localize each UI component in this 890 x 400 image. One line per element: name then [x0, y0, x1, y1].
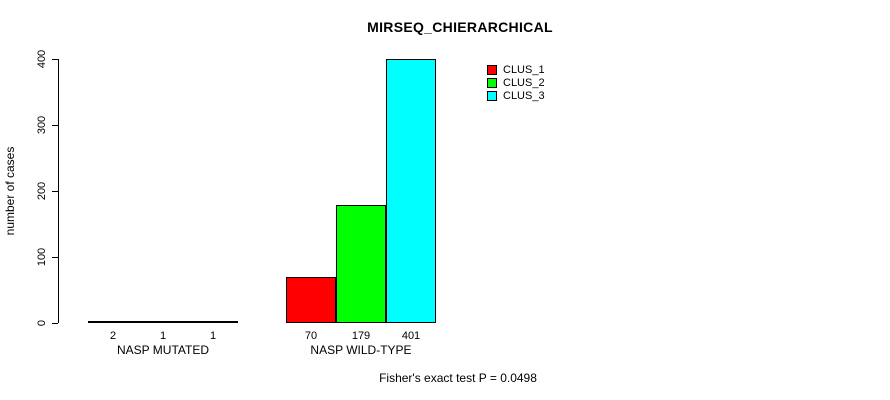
y-tick-label-300: 300 [36, 116, 48, 135]
y-axis-line [58, 59, 59, 323]
bar-CLUS_3-nasp-mutated [188, 321, 238, 323]
y-tick-label-400: 400 [36, 50, 48, 69]
legend-swatch-CLUS_3 [487, 91, 497, 101]
legend-label-CLUS_3: CLUS_3 [503, 90, 545, 102]
bar-value-label-CLUS_1-0: 2 [109, 330, 117, 342]
legend-swatch-CLUS_2 [487, 78, 497, 88]
bar-CLUS_2-nasp-wild-type [336, 204, 386, 323]
y-axis-label: number of cases [3, 146, 17, 236]
category-label-nasp-mutated: NASP MUTATED [116, 343, 210, 357]
bar-CLUS_2-nasp-mutated [138, 321, 188, 323]
legend-row-CLUS_3: CLUS_3 [487, 90, 545, 102]
y-tick-label-100: 100 [36, 247, 48, 267]
y-tick-200 [52, 190, 58, 192]
bar-CLUS_1-nasp-mutated [88, 321, 138, 323]
bar-CLUS_1-nasp-wild-type [286, 276, 336, 323]
legend-label-CLUS_2: CLUS_2 [503, 77, 545, 89]
fisher-test-annotation: Fisher's exact test P = 0.0498 [379, 371, 537, 385]
bar-value-label-CLUS_1-1: 70 [304, 330, 318, 342]
chart-title: MIRSEQ_CHIERARCHICAL [367, 19, 553, 35]
bar-CLUS_3-nasp-wild-type [386, 58, 436, 323]
y-tick-400 [52, 58, 58, 60]
bar-value-label-CLUS_3-0: 1 [209, 330, 217, 342]
bar-value-label-CLUS_2-0: 1 [159, 330, 167, 342]
legend: CLUS_1 CLUS_2 CLUS_3 [487, 64, 545, 102]
bar-value-label-CLUS_2-1: 179 [351, 330, 371, 342]
legend-swatch-CLUS_1 [487, 65, 497, 75]
y-tick-label-200: 200 [36, 181, 48, 201]
bar-value-label-CLUS_3-1: 401 [401, 330, 421, 342]
y-tick-label-0: 0 [36, 319, 48, 327]
y-tick-300 [52, 124, 58, 126]
legend-row-CLUS_1: CLUS_1 [487, 64, 545, 76]
y-tick-0 [52, 322, 58, 324]
y-tick-100 [52, 256, 58, 258]
legend-label-CLUS_1: CLUS_1 [503, 64, 545, 76]
category-label-nasp-wild-type: NASP WILD-TYPE [310, 343, 412, 357]
legend-row-CLUS_2: CLUS_2 [487, 77, 545, 89]
